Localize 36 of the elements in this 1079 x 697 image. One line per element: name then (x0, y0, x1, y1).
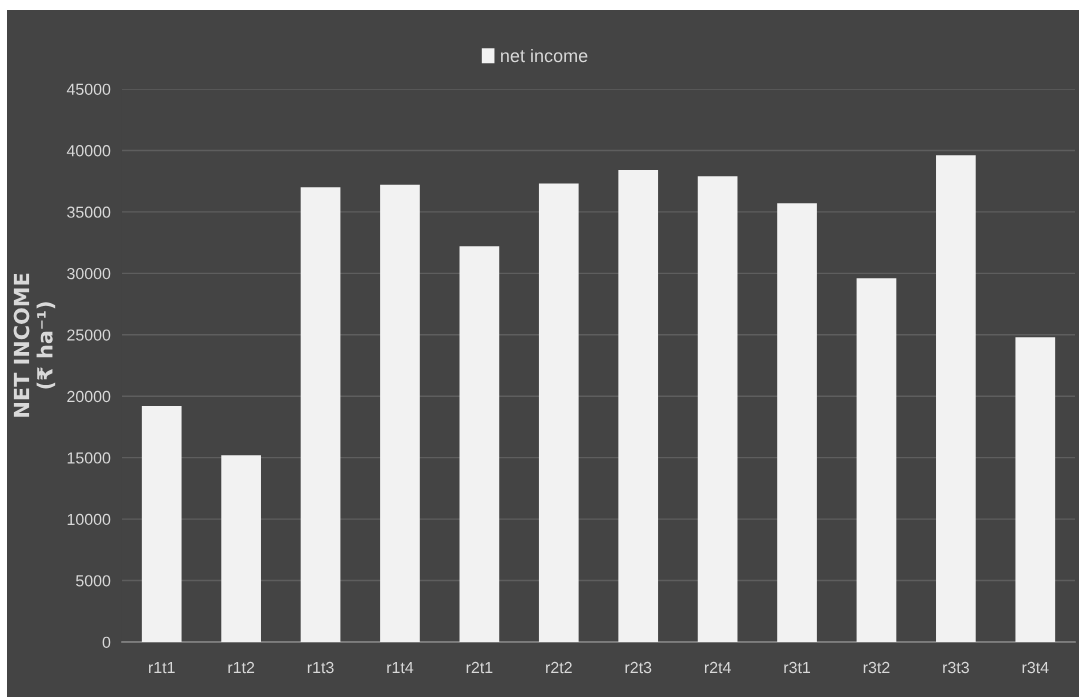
bar (459, 246, 500, 642)
bar (380, 184, 420, 642)
bar (777, 203, 817, 642)
x-tick-label: r1t2 (228, 661, 255, 674)
bar (936, 155, 976, 642)
y-tick-label: 30000 (67, 267, 111, 280)
bar (1015, 337, 1056, 642)
x-tick-label: r1t1 (149, 662, 175, 674)
y-axis-title: NET INCOME (₹ ha⁻¹) (13, 273, 56, 417)
y-tick-label: 45000 (66, 83, 111, 95)
y-tick-label: 0 (102, 636, 111, 648)
y-tick-label: 35000 (67, 206, 111, 218)
x-tick-label: r3t4 (1022, 661, 1049, 674)
y-tick-label: 25000 (67, 329, 111, 341)
x-tick-label: r1t3 (307, 661, 334, 674)
x-tick-label: r1t4 (387, 662, 414, 674)
legend-label: net income (501, 48, 588, 63)
y-tick-label: 5000 (76, 575, 111, 587)
x-tick-label: r2t1 (466, 661, 493, 674)
x-tick-label: r2t3 (625, 661, 652, 674)
bar (300, 187, 341, 642)
y-tick-label: 40000 (66, 145, 111, 157)
y-tick-label: 15000 (67, 452, 111, 464)
y-tick-label: 20000 (67, 390, 111, 403)
bar (697, 176, 738, 642)
x-tick-label: r3t3 (943, 661, 969, 674)
bar (141, 406, 182, 642)
bar (618, 170, 659, 642)
bar (538, 183, 579, 642)
x-tick-label: r3t2 (863, 661, 890, 674)
bar (856, 278, 897, 642)
x-tick-label: r2t4 (704, 661, 731, 674)
x-tick-label: r3t1 (784, 661, 811, 674)
bar (221, 455, 261, 642)
x-tick-label: r2t2 (546, 661, 572, 674)
y-tick-label: 10000 (67, 513, 111, 526)
